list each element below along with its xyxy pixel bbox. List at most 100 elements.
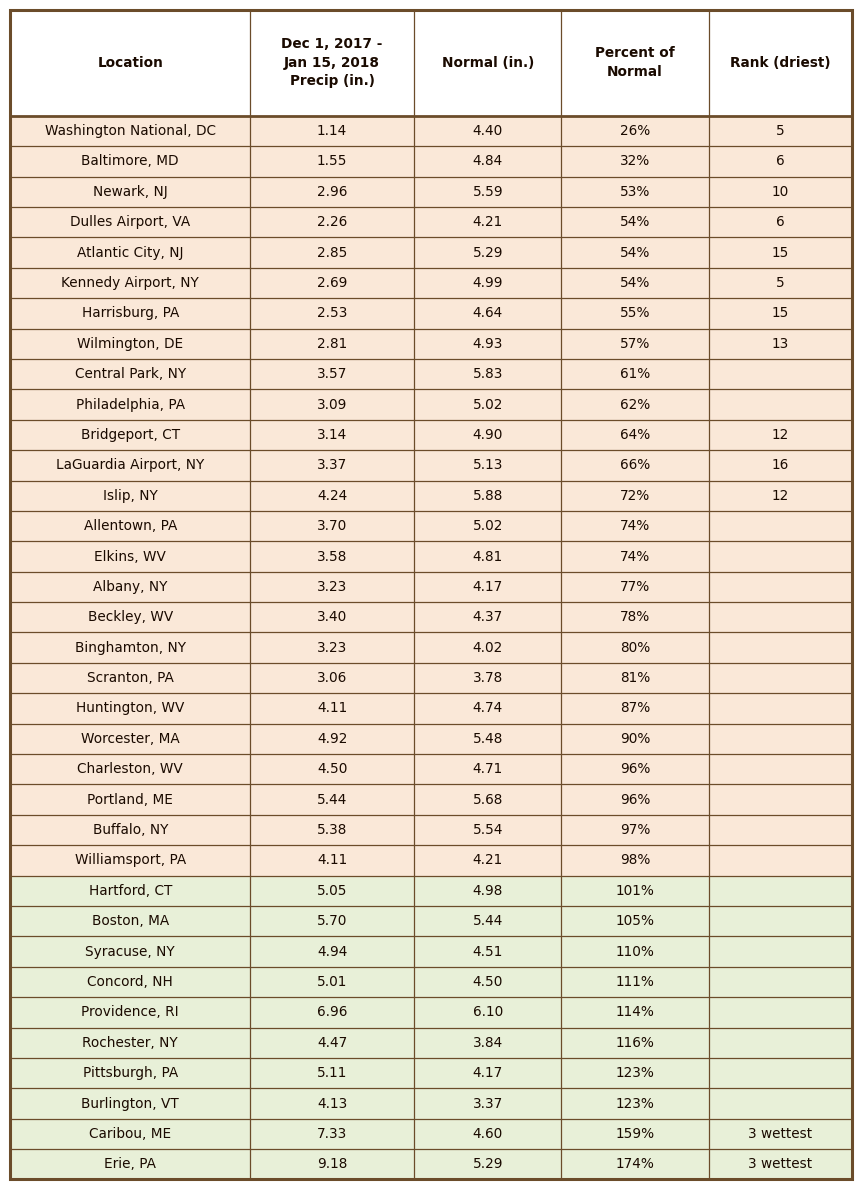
Text: Burlington, VT: Burlington, VT: [81, 1096, 179, 1111]
Text: 4.71: 4.71: [472, 762, 502, 776]
Text: Bridgeport, CT: Bridgeport, CT: [81, 428, 180, 442]
Text: 5.05: 5.05: [317, 883, 347, 898]
Bar: [10, 238, 851, 268]
Text: 5.59: 5.59: [472, 184, 503, 199]
Text: Rochester, NY: Rochester, NY: [83, 1036, 178, 1050]
Text: 5.29: 5.29: [472, 246, 503, 259]
Text: Baltimore, MD: Baltimore, MD: [82, 155, 179, 169]
Bar: [10, 572, 851, 602]
Text: 4.11: 4.11: [317, 702, 347, 716]
Text: 3 wettest: 3 wettest: [747, 1157, 811, 1171]
Text: 4.24: 4.24: [317, 489, 347, 503]
Text: 4.98: 4.98: [472, 883, 502, 898]
Text: 3.70: 3.70: [317, 520, 347, 533]
Text: 6.10: 6.10: [472, 1006, 502, 1019]
Text: 6: 6: [775, 155, 784, 169]
Text: 64%: 64%: [619, 428, 649, 442]
Bar: [10, 724, 851, 754]
Text: 111%: 111%: [615, 975, 653, 989]
Text: 4.47: 4.47: [317, 1036, 347, 1050]
Bar: [10, 1119, 851, 1149]
Text: Normal (in.): Normal (in.): [441, 56, 533, 70]
Bar: [10, 115, 851, 146]
Text: LaGuardia Airport, NY: LaGuardia Airport, NY: [56, 458, 204, 472]
Text: 32%: 32%: [619, 155, 649, 169]
Text: 16: 16: [771, 458, 788, 472]
Text: 54%: 54%: [619, 276, 649, 290]
Text: Percent of
Normal: Percent of Normal: [594, 46, 674, 78]
Text: Allentown, PA: Allentown, PA: [84, 520, 177, 533]
Bar: [10, 663, 851, 693]
Text: 123%: 123%: [615, 1067, 653, 1080]
Text: Williamsport, PA: Williamsport, PA: [75, 854, 186, 868]
Text: 4.84: 4.84: [472, 155, 502, 169]
Text: Huntington, WV: Huntington, WV: [76, 702, 184, 716]
Text: 15: 15: [771, 307, 788, 320]
Text: 72%: 72%: [619, 489, 649, 503]
Text: 1.14: 1.14: [317, 124, 347, 138]
Text: Scranton, PA: Scranton, PA: [87, 671, 173, 685]
Text: Providence, RI: Providence, RI: [81, 1006, 179, 1019]
Text: 54%: 54%: [619, 246, 649, 259]
Text: 74%: 74%: [619, 520, 649, 533]
Text: 4.21: 4.21: [472, 854, 502, 868]
Text: Dec 1, 2017 -
Jan 15, 2018
Precip (in.): Dec 1, 2017 - Jan 15, 2018 Precip (in.): [282, 37, 382, 88]
Text: 61%: 61%: [619, 367, 649, 382]
Text: 116%: 116%: [615, 1036, 653, 1050]
Text: 4.50: 4.50: [317, 762, 347, 776]
Text: 3.23: 3.23: [317, 641, 347, 655]
Text: 5: 5: [775, 276, 784, 290]
Text: 3.37: 3.37: [317, 458, 347, 472]
Text: Boston, MA: Boston, MA: [91, 914, 169, 929]
Text: 4.17: 4.17: [472, 1067, 502, 1080]
Text: Binghamton, NY: Binghamton, NY: [75, 641, 185, 655]
Text: 12: 12: [771, 428, 788, 442]
Text: 10: 10: [771, 184, 788, 199]
Text: 4.81: 4.81: [472, 549, 502, 564]
Text: 57%: 57%: [619, 336, 649, 351]
Text: 4.40: 4.40: [472, 124, 502, 138]
Text: 53%: 53%: [619, 184, 649, 199]
Bar: [10, 146, 851, 177]
Text: 12: 12: [771, 489, 788, 503]
Text: Charleston, WV: Charleston, WV: [77, 762, 183, 776]
Text: Buffalo, NY: Buffalo, NY: [92, 823, 168, 837]
Text: 15: 15: [771, 246, 788, 259]
Bar: [10, 1088, 851, 1119]
Bar: [10, 359, 851, 389]
Text: Elkins, WV: Elkins, WV: [94, 549, 166, 564]
Text: Washington National, DC: Washington National, DC: [45, 124, 215, 138]
Text: 5.48: 5.48: [472, 732, 502, 746]
Text: 114%: 114%: [615, 1006, 653, 1019]
Text: 2.26: 2.26: [317, 215, 347, 229]
Text: 5.83: 5.83: [472, 367, 502, 382]
Text: Newark, NJ: Newark, NJ: [93, 184, 167, 199]
Text: 2.53: 2.53: [317, 307, 347, 320]
Text: 4.92: 4.92: [317, 732, 347, 746]
Text: Rank (driest): Rank (driest): [729, 56, 829, 70]
Text: 5: 5: [775, 124, 784, 138]
Text: 4.60: 4.60: [472, 1127, 502, 1141]
Text: 5.44: 5.44: [472, 914, 502, 929]
Text: 3.23: 3.23: [317, 580, 347, 593]
Text: 5.70: 5.70: [317, 914, 347, 929]
Text: Syracuse, NY: Syracuse, NY: [85, 944, 175, 958]
Text: Albany, NY: Albany, NY: [93, 580, 167, 593]
Text: 97%: 97%: [619, 823, 649, 837]
Bar: [10, 845, 851, 875]
Bar: [10, 451, 851, 480]
Text: 4.11: 4.11: [317, 854, 347, 868]
Bar: [10, 906, 851, 937]
Bar: [10, 420, 851, 451]
Bar: [10, 967, 851, 998]
Bar: [10, 1027, 851, 1058]
Bar: [10, 785, 851, 814]
Text: 5.38: 5.38: [317, 823, 347, 837]
Text: Worcester, MA: Worcester, MA: [81, 732, 179, 746]
Text: 13: 13: [771, 336, 788, 351]
Text: 3.57: 3.57: [317, 367, 347, 382]
Text: 3.37: 3.37: [472, 1096, 502, 1111]
Text: 3.14: 3.14: [317, 428, 347, 442]
Bar: [10, 875, 851, 906]
Text: 4.21: 4.21: [472, 215, 502, 229]
